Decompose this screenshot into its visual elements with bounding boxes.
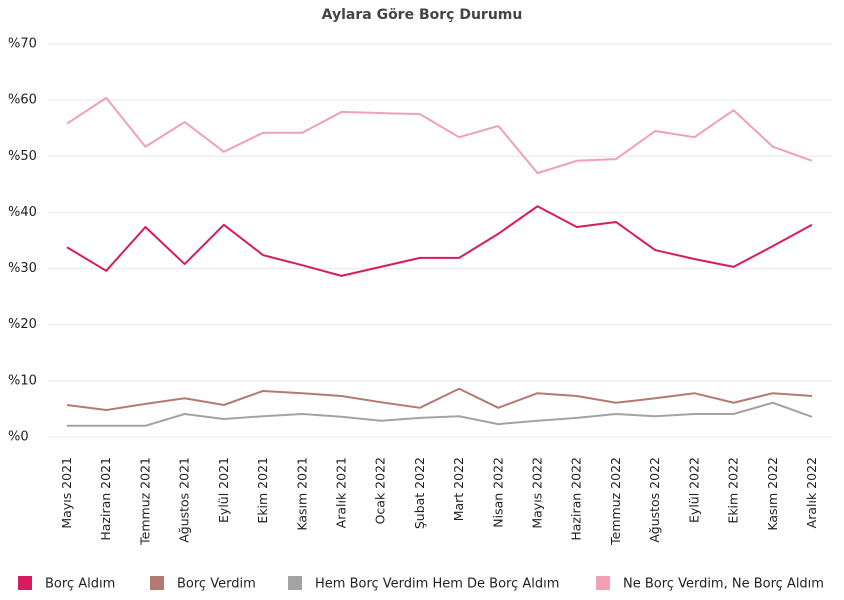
x-tick-label: Haziran 2022 (569, 457, 584, 541)
x-tick-label: Eylül 2022 (686, 457, 701, 523)
y-tick-label: %30 (8, 261, 37, 276)
series-line (67, 401, 813, 427)
y-tick-label: %10 (8, 373, 37, 388)
x-tick-label: Ekim 2022 (726, 457, 741, 524)
x-tick-label: Eylül 2021 (216, 457, 231, 523)
legend-label: Borç Verdim (177, 577, 256, 592)
x-tick-label: Haziran 2021 (98, 457, 113, 541)
legend-label: Hem Borç Verdim Hem De Borç Aldım (315, 577, 559, 592)
x-tick-label: Aralık 2022 (804, 457, 819, 528)
legend-swatch (596, 576, 610, 590)
x-tick-label: Kasım 2021 (294, 457, 309, 531)
legend-swatch (150, 576, 164, 590)
x-tick-label: Ağustos 2022 (647, 457, 662, 543)
legend-label: Ne Borç Verdim, Ne Borç Aldım (623, 577, 824, 592)
x-tick-label: Ekim 2021 (255, 457, 270, 524)
legend-swatch (18, 576, 32, 590)
x-tick-label: Ocak 2022 (373, 457, 388, 524)
x-tick-label: Mayıs 2021 (59, 457, 74, 529)
x-tick-label: Kasım 2022 (765, 457, 780, 531)
x-tick-label: Ağustos 2021 (177, 457, 192, 543)
x-tick-label: Mart 2022 (451, 457, 466, 521)
y-tick-label: %40 (8, 205, 37, 220)
x-tick-label: Şubat 2022 (412, 457, 427, 529)
x-tick-label: Temmuz 2022 (608, 457, 623, 546)
x-tick-label: Aralık 2021 (333, 457, 348, 528)
x-tick-label: Nisan 2022 (490, 457, 505, 528)
chart-title: Aylara Göre Borç Durumu (322, 7, 523, 23)
y-tick-label: %60 (8, 93, 37, 108)
legend-label: Borç Aldım (45, 577, 115, 592)
series-line (66, 205, 813, 277)
x-tick-label: Mayıs 2022 (530, 457, 545, 529)
y-tick-label: %0 (8, 430, 29, 445)
series-line (66, 387, 813, 412)
y-tick-label: %20 (8, 317, 37, 332)
y-tick-label: %70 (8, 37, 37, 52)
legend-swatch (288, 576, 302, 590)
x-tick-label: Temmuz 2021 (137, 457, 152, 546)
y-tick-label: %50 (8, 149, 37, 164)
series-line (66, 96, 813, 175)
